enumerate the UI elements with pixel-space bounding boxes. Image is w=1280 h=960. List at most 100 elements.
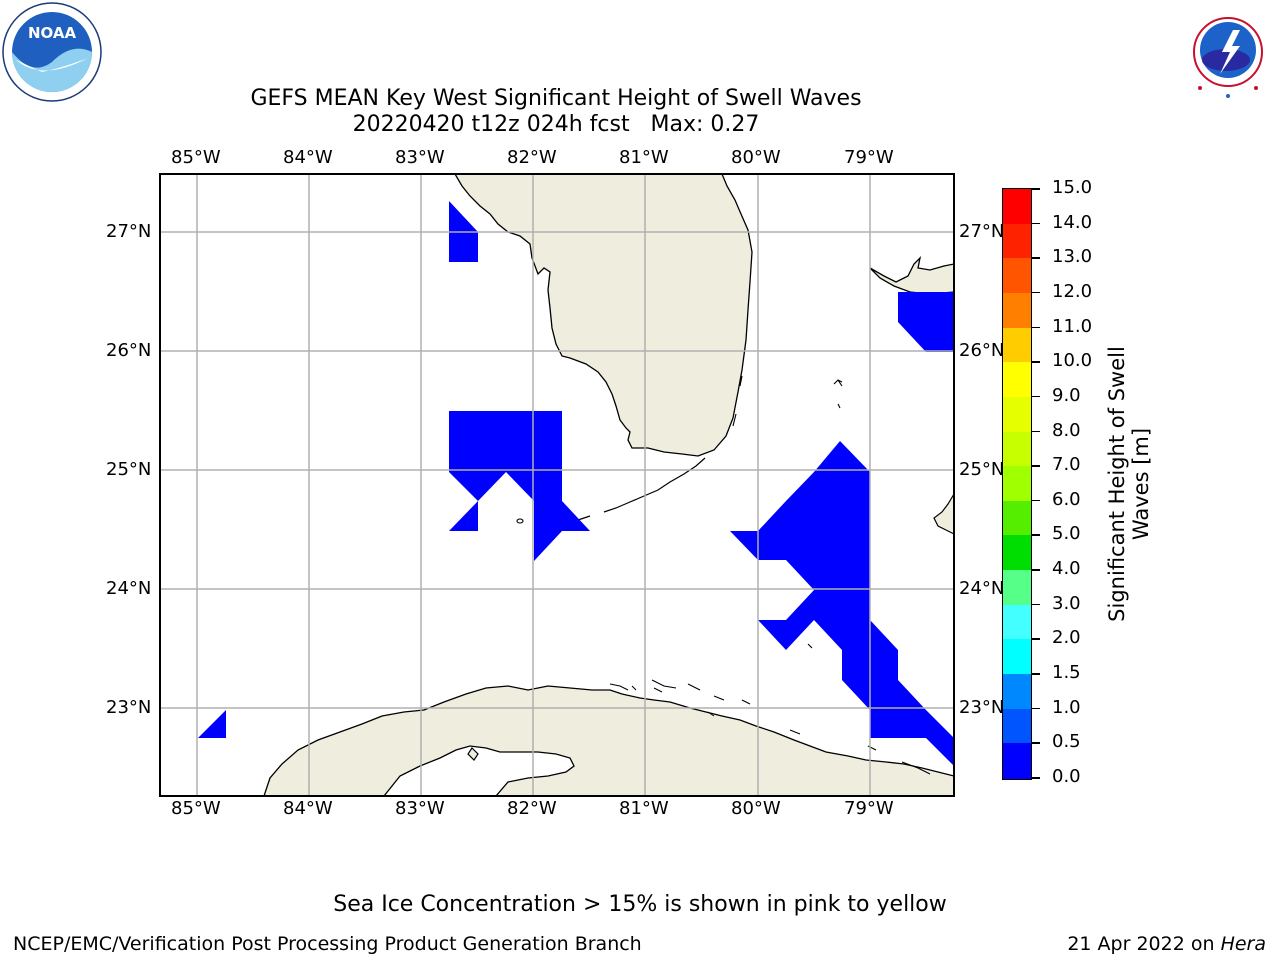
colorbar-tick-label: 8.0 — [1052, 419, 1081, 441]
map-gridlines — [160, 174, 954, 796]
colorbar-segment — [1003, 639, 1031, 675]
lon-label-bottom: 82°W — [507, 798, 557, 819]
colorbar-tick-label: 12.0 — [1052, 280, 1093, 302]
colorbar-tick-label: 7.0 — [1052, 454, 1081, 476]
colorbar-segment — [1003, 189, 1031, 225]
colorbar-segment — [1003, 708, 1031, 744]
colorbar-tick-mark — [1032, 430, 1040, 433]
colorbar-tick-mark — [1032, 534, 1040, 536]
colorbar-tick-mark — [1032, 569, 1040, 571]
colorbar-tick-mark — [1032, 222, 1040, 225]
lon-label-bottom: 79°W — [844, 798, 894, 819]
colorbar-segment — [1003, 743, 1031, 779]
colorbar-tick-mark — [1032, 395, 1040, 398]
colorbar-tick-mark — [1032, 673, 1040, 675]
colorbar-label-line1: Significant Height of Swell — [1105, 346, 1129, 622]
colorbar-tick-label: 11.0 — [1052, 315, 1093, 337]
colorbar-segment — [1003, 466, 1031, 502]
colorbar-tick-label: 9.0 — [1052, 384, 1081, 406]
colorbar-tick-label: 4.0 — [1052, 558, 1081, 580]
lat-label-left: 24°N — [106, 578, 152, 599]
lon-label-top: 82°W — [507, 147, 557, 168]
colorbar-tick-mark — [1032, 742, 1040, 744]
colorbar-segment — [1003, 396, 1031, 433]
colorbar-tick-mark — [1032, 361, 1040, 363]
colorbar-segment — [1003, 362, 1031, 398]
bahamas-land — [869, 256, 954, 295]
colorbar-tick-label: 0.5 — [1052, 731, 1081, 753]
lon-label-top: 83°W — [395, 147, 445, 168]
colorbar-segment — [1003, 535, 1031, 571]
colorbar-segment — [1003, 258, 1031, 294]
colorbar-segment — [1003, 500, 1031, 537]
colorbar-tick-label: 1.0 — [1052, 696, 1081, 718]
colorbar-tick-label: 15.0 — [1052, 177, 1093, 198]
lon-label-bottom: 84°W — [283, 798, 333, 819]
chart-title: GEFS MEAN Key West Significant Height of… — [250, 86, 862, 111]
colorbar — [1002, 188, 1032, 780]
colorbar-segment — [1003, 292, 1031, 329]
lon-label-bottom: 85°W — [171, 798, 221, 819]
lon-label-top: 85°W — [171, 147, 221, 168]
colorbar-tick-mark — [1032, 291, 1040, 294]
colorbar-segment — [1003, 431, 1031, 467]
colorbar-tick-label: 0.0 — [1052, 766, 1081, 787]
lat-label-left: 23°N — [106, 697, 152, 718]
colorbar-segment — [1003, 674, 1031, 710]
lon-label-top: 81°W — [619, 147, 669, 168]
colorbar-tick-mark — [1032, 638, 1040, 640]
colorbar-segment — [1003, 604, 1031, 640]
colorbar-tick-label: 6.0 — [1052, 488, 1081, 510]
nws-logo-icon — [1180, 4, 1276, 100]
colorbar-tick-label: 10.0 — [1052, 350, 1093, 372]
colorbar-tick-mark — [1032, 499, 1040, 502]
footer-host: Hera — [1220, 933, 1266, 955]
colorbar-tick-label: 3.0 — [1052, 592, 1081, 614]
colorbar-segment — [1003, 223, 1031, 259]
colorbar-tick-label: 2.0 — [1052, 627, 1081, 649]
chart-subtitle: 20220420 t12z 024h fcst Max: 0.27 — [352, 112, 760, 137]
lat-label-left: 25°N — [106, 459, 152, 480]
lat-label-right: 26°N — [959, 340, 1005, 361]
lon-label-top: 80°W — [731, 147, 781, 168]
colorbar-tick-mark — [1032, 257, 1040, 259]
lon-label-bottom: 81°W — [619, 798, 669, 819]
andros-land — [933, 492, 954, 535]
colorbar-tick-mark — [1032, 326, 1040, 329]
footer-date: 21 Apr 2022 on Hera — [1067, 933, 1266, 955]
colorbar-ticks: 15.0 14.0 13.0 12.0 11.0 10.0 9.0 8.0 7.0 6.0 5.0 4… — [1032, 178, 1093, 787]
colorbar-tick-mark — [1032, 603, 1040, 606]
lon-label-top: 79°W — [844, 147, 894, 168]
colorbar-tick-label: 13.0 — [1052, 246, 1093, 268]
colorbar-tick-label: 1.5 — [1052, 662, 1081, 684]
colorbar-segment — [1003, 570, 1031, 606]
lat-label-right: 24°N — [959, 578, 1005, 599]
colorbar-tick-label: 5.0 — [1052, 523, 1081, 545]
lat-label-right: 27°N — [959, 221, 1005, 242]
lat-label-left: 27°N — [106, 221, 152, 242]
lon-label-bottom: 83°W — [395, 798, 445, 819]
colorbar-tick-label: 14.0 — [1052, 211, 1093, 233]
colorbar-tick-mark — [1032, 777, 1040, 779]
lat-label-right: 23°N — [959, 697, 1005, 718]
colorbar-label-line2: Waves [m] — [1129, 427, 1153, 541]
noaa-logo-icon: NOAA — [2, 2, 102, 102]
swell-cells — [198, 201, 954, 766]
lon-label-bottom: 80°W — [731, 798, 781, 819]
noaa-logo: NOAA — [2, 2, 102, 102]
lat-label-left: 26°N — [106, 340, 152, 361]
footer-date-text: 21 Apr 2022 on — [1067, 933, 1221, 955]
colorbar-tick-mark — [1032, 707, 1040, 710]
lat-label-right: 25°N — [959, 459, 1005, 480]
svg-text:NOAA: NOAA — [28, 24, 77, 42]
footer-credit: NCEP/EMC/Verification Post Processing Pr… — [13, 933, 642, 955]
sea-ice-note: Sea Ice Concentration > 15% is shown in … — [333, 892, 947, 917]
map-frame — [159, 173, 955, 797]
florida-land — [454, 174, 753, 457]
nws-logo — [1178, 2, 1278, 102]
lon-label-top: 84°W — [283, 147, 333, 168]
colorbar-tick-mark — [1032, 188, 1040, 190]
colorbar-tick-mark — [1032, 465, 1040, 467]
colorbar-segment — [1003, 327, 1031, 363]
